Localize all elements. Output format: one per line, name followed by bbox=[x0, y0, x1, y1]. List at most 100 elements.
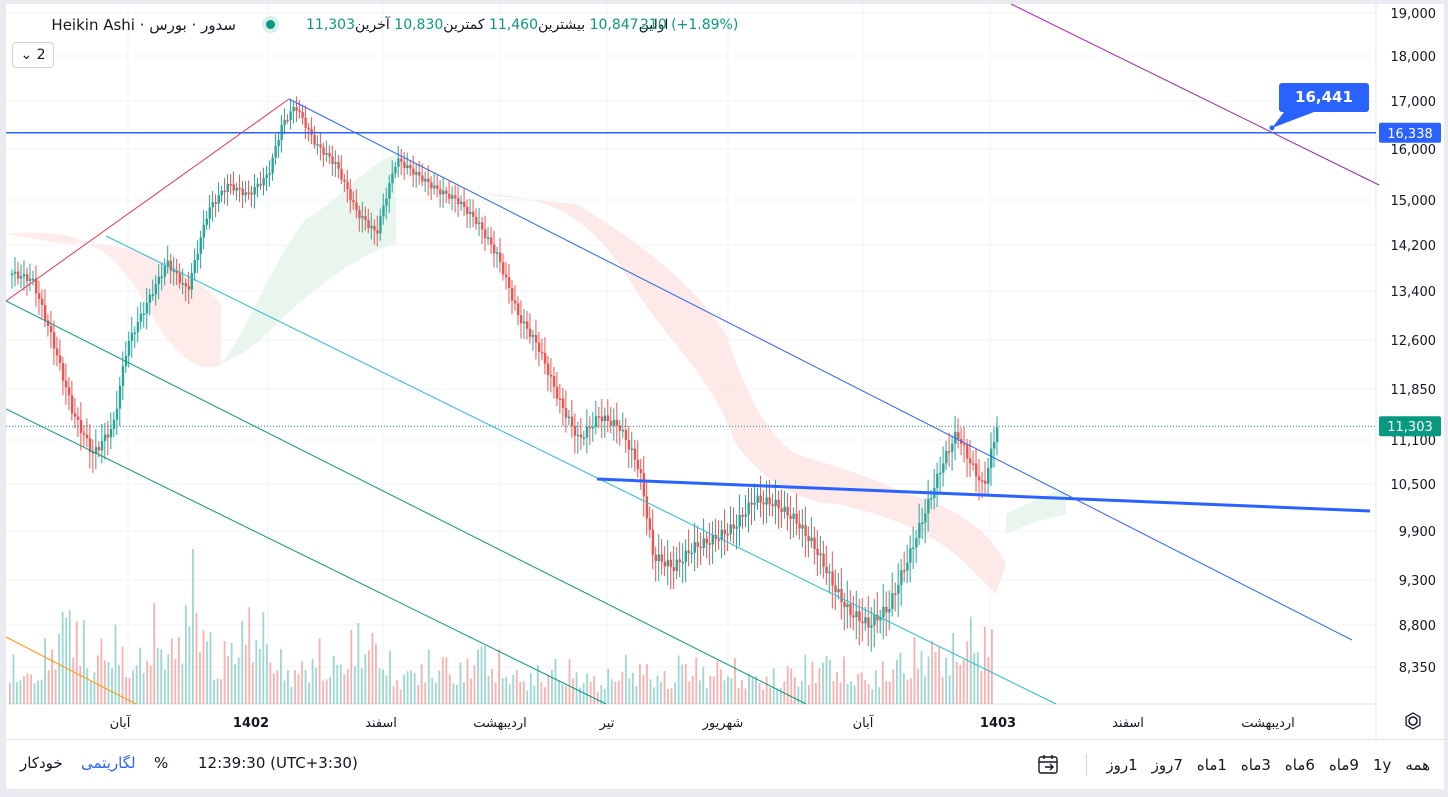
range-button-3[interactable]: 6ماه bbox=[1284, 756, 1315, 774]
volume-bar bbox=[586, 673, 589, 704]
candle-body bbox=[576, 434, 580, 437]
volume-bar bbox=[667, 689, 669, 704]
candle-body bbox=[295, 107, 298, 111]
volume-bar bbox=[797, 686, 800, 704]
candle-body bbox=[504, 274, 508, 278]
settings-icon[interactable] bbox=[1404, 712, 1422, 734]
candle-body bbox=[828, 571, 831, 574]
candle-body bbox=[343, 179, 346, 182]
candle-body bbox=[199, 237, 203, 254]
volume-bar bbox=[406, 671, 409, 704]
candle-body bbox=[639, 469, 643, 473]
range-button-0[interactable]: همه bbox=[1405, 756, 1430, 774]
candle-body bbox=[499, 252, 502, 263]
candle-body bbox=[855, 611, 858, 618]
range-button-4[interactable]: 3ماه bbox=[1240, 756, 1271, 774]
symbol-title[interactable]: سدور · بورس · Heikin Ashi bbox=[51, 16, 236, 34]
candle-body bbox=[52, 332, 56, 349]
candle-body bbox=[478, 222, 481, 225]
volume-bar bbox=[51, 649, 54, 704]
candle-body bbox=[744, 514, 747, 517]
candle-body bbox=[418, 171, 421, 176]
candle-body bbox=[37, 293, 41, 299]
indicators-collapse-button[interactable]: ⌄ 2 bbox=[12, 42, 54, 68]
percent-toggle[interactable]: % bbox=[154, 754, 169, 772]
range-button-1[interactable]: 1y bbox=[1372, 756, 1392, 774]
volume-bar bbox=[23, 676, 25, 704]
volume-bar bbox=[318, 638, 321, 704]
volume-bar bbox=[892, 669, 895, 704]
volume-bar bbox=[931, 640, 933, 704]
candle-body bbox=[633, 448, 637, 460]
candle-body bbox=[681, 561, 685, 564]
volume-bar bbox=[322, 680, 325, 704]
candle-body bbox=[496, 252, 499, 255]
candle-body bbox=[900, 570, 903, 585]
volume-bar bbox=[290, 686, 293, 704]
auto-scale-toggle[interactable]: خودکار bbox=[20, 754, 63, 772]
candle-body bbox=[690, 552, 694, 555]
candle-body bbox=[94, 447, 98, 454]
channel-line-base bbox=[6, 408, 607, 705]
volume-bar bbox=[26, 672, 29, 704]
candle-body bbox=[226, 183, 229, 192]
range-button-7[interactable]: 1روز bbox=[1106, 756, 1138, 774]
range-button-6[interactable]: 7روز bbox=[1151, 756, 1183, 774]
price-chart[interactable]: 16,441 19,000 18,000 17,000 16,000 15,000 14,2… bbox=[6, 4, 1444, 739]
candle-body bbox=[837, 589, 840, 593]
volume-bar bbox=[917, 668, 919, 704]
range-button-5[interactable]: 1ماه bbox=[1196, 756, 1227, 774]
candle-body bbox=[684, 550, 688, 562]
volume-bar bbox=[529, 673, 532, 704]
y-tick-label: 16,000 bbox=[1391, 143, 1437, 158]
candle-body bbox=[606, 415, 610, 421]
volume-bar bbox=[952, 633, 955, 704]
candle-body bbox=[870, 625, 873, 628]
volume-bar bbox=[536, 665, 539, 704]
candle-body bbox=[804, 525, 807, 537]
volume-bar bbox=[790, 668, 793, 704]
log-scale-toggle[interactable]: لگاریتمی bbox=[81, 754, 136, 772]
volume-bar bbox=[445, 657, 448, 704]
candle-body bbox=[151, 294, 155, 297]
volume-bar bbox=[941, 676, 944, 704]
range-button-2[interactable]: 9ماه bbox=[1328, 756, 1359, 774]
price-callout bbox=[1272, 83, 1369, 128]
candle-body bbox=[981, 480, 984, 482]
candle-body bbox=[945, 450, 948, 464]
volume-bar bbox=[860, 672, 863, 704]
timezone-clock[interactable]: 12:39:30 (UTC+3:30) bbox=[198, 754, 358, 772]
volume-bar bbox=[308, 682, 310, 704]
candle-body bbox=[552, 375, 556, 387]
volume-bar bbox=[969, 616, 972, 704]
candle-body bbox=[570, 416, 574, 427]
candle-body bbox=[472, 211, 475, 217]
candle-body bbox=[537, 342, 541, 352]
volume-bar bbox=[54, 669, 57, 704]
bottom-toolbar: همه 1y 9ماه 6ماه 3ماه 1ماه 7روز 1روز 12:39:30 (… bbox=[6, 739, 1444, 790]
volume-bar bbox=[79, 665, 82, 704]
volume-bar bbox=[871, 689, 874, 704]
candle-body bbox=[672, 567, 676, 571]
volume-bar bbox=[368, 650, 370, 704]
x-tick-label: اردیبهشت bbox=[1241, 716, 1295, 731]
volume-bar bbox=[163, 669, 166, 704]
volume-bar bbox=[762, 689, 765, 704]
volume-bar bbox=[107, 662, 110, 704]
volume-bar bbox=[857, 673, 860, 704]
candle-body bbox=[454, 195, 457, 199]
volume-bar bbox=[403, 674, 406, 704]
volume-bar bbox=[899, 652, 902, 704]
chart-window: 16,441 19,000 18,000 17,000 16,000 15,000 14,2… bbox=[6, 4, 1444, 789]
calendar-goto-icon[interactable] bbox=[1036, 752, 1060, 776]
volume-bar bbox=[934, 652, 937, 704]
volume-bar bbox=[596, 691, 599, 704]
volume-bar bbox=[938, 646, 941, 704]
candle-body bbox=[406, 165, 409, 168]
candle-body bbox=[106, 434, 110, 438]
volume-bar bbox=[484, 645, 486, 704]
candle-body bbox=[987, 467, 990, 484]
candle-body bbox=[729, 524, 732, 535]
volume-bar bbox=[698, 680, 701, 704]
volume-bar bbox=[614, 681, 617, 704]
